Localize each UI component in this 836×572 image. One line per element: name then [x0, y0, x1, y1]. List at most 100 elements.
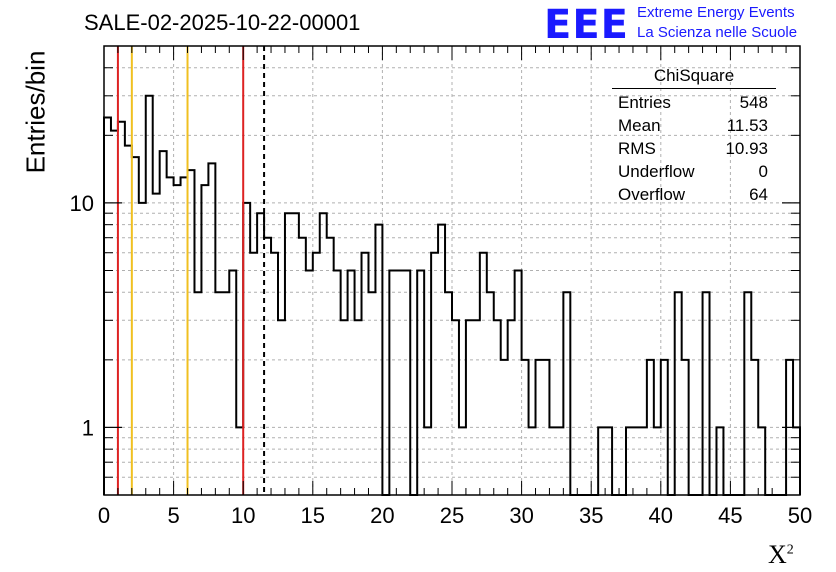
histogram-bin [515, 271, 522, 496]
histogram-bin [285, 213, 292, 495]
histogram-bin [480, 253, 487, 495]
histogram-bin [118, 122, 125, 495]
y-axis-label: Entries/bin [20, 50, 51, 174]
histogram-bin [452, 320, 459, 495]
histogram-bin [104, 118, 111, 495]
histogram-bin [466, 320, 473, 495]
stats-label: Mean [618, 116, 661, 135]
histogram-bin [633, 427, 640, 495]
histogram-bin [389, 271, 396, 496]
stats-title: ChiSquare [612, 66, 776, 89]
histogram-bin [556, 427, 563, 495]
x-tick-label: 45 [718, 503, 742, 528]
histogram-bin [445, 292, 452, 495]
histogram-bin [362, 253, 369, 495]
histogram-bin [250, 253, 257, 495]
histogram-bin [174, 185, 181, 495]
histogram-bin [431, 253, 438, 495]
histogram-bin [508, 320, 515, 495]
histogram-bin [563, 292, 570, 495]
histogram-bin [473, 320, 480, 495]
histogram-bin [132, 157, 139, 495]
x-tick-label: 20 [370, 503, 394, 528]
logo-tagline-line1: Extreme Energy Events [637, 4, 795, 21]
histogram-bin [208, 163, 215, 495]
histogram-bin [160, 151, 167, 495]
histogram-bin [494, 320, 501, 495]
stats-value: 10.93 [725, 139, 768, 158]
stats-label: RMS [618, 139, 656, 158]
x-tick-label: 0 [98, 503, 110, 528]
y-tick-label: 10 [70, 191, 94, 216]
histogram-bin [327, 238, 334, 495]
x-tick-label: 10 [231, 503, 255, 528]
x-axis-label-superscript: 2 [786, 542, 794, 558]
histogram-bin [661, 360, 668, 495]
histogram-bin [758, 427, 765, 495]
histogram-bin [501, 360, 508, 495]
histogram-bin [424, 427, 431, 495]
x-tick-label: 35 [579, 503, 603, 528]
histogram-bin [542, 360, 549, 495]
histogram-bin [626, 427, 633, 495]
histogram-bin [236, 427, 243, 495]
run-title: SALE-02-2025-10-22-00001 [84, 10, 361, 35]
logo-tagline-line2: La Scienza nelle Scuole [637, 24, 798, 41]
histogram-bin [215, 292, 222, 495]
stats-label: Overflow [618, 185, 686, 204]
histogram-bin [744, 292, 751, 495]
histogram-bin [243, 203, 250, 495]
x-tick-label: 5 [167, 503, 179, 528]
histogram-bin [751, 360, 758, 495]
stats-label: Underflow [618, 162, 695, 181]
x-tick-label: 40 [649, 503, 673, 528]
histogram-bin [459, 427, 466, 495]
x-tick-label: 30 [509, 503, 533, 528]
histogram-bin [654, 427, 661, 495]
histogram-bin [306, 271, 313, 496]
histogram-bin [396, 271, 403, 496]
histogram-bin [299, 238, 306, 495]
eee-logo: EEE [544, 2, 629, 48]
stats-value: 11.53 [726, 116, 768, 135]
histogram-bin [139, 203, 146, 495]
stats-row-overflow: Overflow 64 [612, 183, 776, 206]
x-axis-label: X2 [768, 540, 794, 570]
stats-label: Entries [618, 93, 671, 112]
histogram-bin [278, 320, 285, 495]
histogram-bin [403, 271, 410, 496]
histogram-bin [257, 213, 264, 495]
stats-row-entries: Entries 548 [612, 91, 776, 114]
stats-value: 64 [749, 185, 768, 204]
y-tick-label: 1 [82, 415, 94, 440]
histogram-bin [438, 225, 445, 495]
histogram-bin [549, 427, 556, 495]
histogram-bin [640, 427, 647, 495]
histogram-bin [647, 360, 654, 495]
histogram-bin [264, 238, 271, 495]
histogram-bin [153, 194, 160, 495]
stats-value: 548 [739, 93, 768, 112]
x-tick-label: 15 [301, 503, 325, 528]
histogram-bin [703, 292, 710, 495]
histogram-outline [103, 94, 801, 496]
histogram-bin [375, 225, 382, 495]
histogram-bin [355, 320, 362, 495]
histogram-bin [271, 253, 278, 495]
histogram-bin [522, 360, 529, 495]
histogram-bin [536, 360, 543, 495]
x-tick-label: 50 [788, 503, 812, 528]
stats-box: ChiSquare Entries 548 Mean 11.53 RMS 10.93 … [612, 66, 776, 206]
stats-row-mean: Mean 11.53 [612, 114, 776, 137]
stats-row-underflow: Underflow 0 [612, 160, 776, 183]
histogram-bin [341, 320, 348, 495]
histogram-bin [222, 292, 229, 495]
histogram-bin [682, 360, 689, 495]
histogram-bin [320, 213, 327, 495]
histogram-bin [111, 131, 118, 495]
histogram-bin [716, 427, 723, 495]
stats-value: 0 [758, 162, 768, 181]
histogram-bin [417, 271, 424, 496]
x-tick-label: 25 [440, 503, 464, 528]
